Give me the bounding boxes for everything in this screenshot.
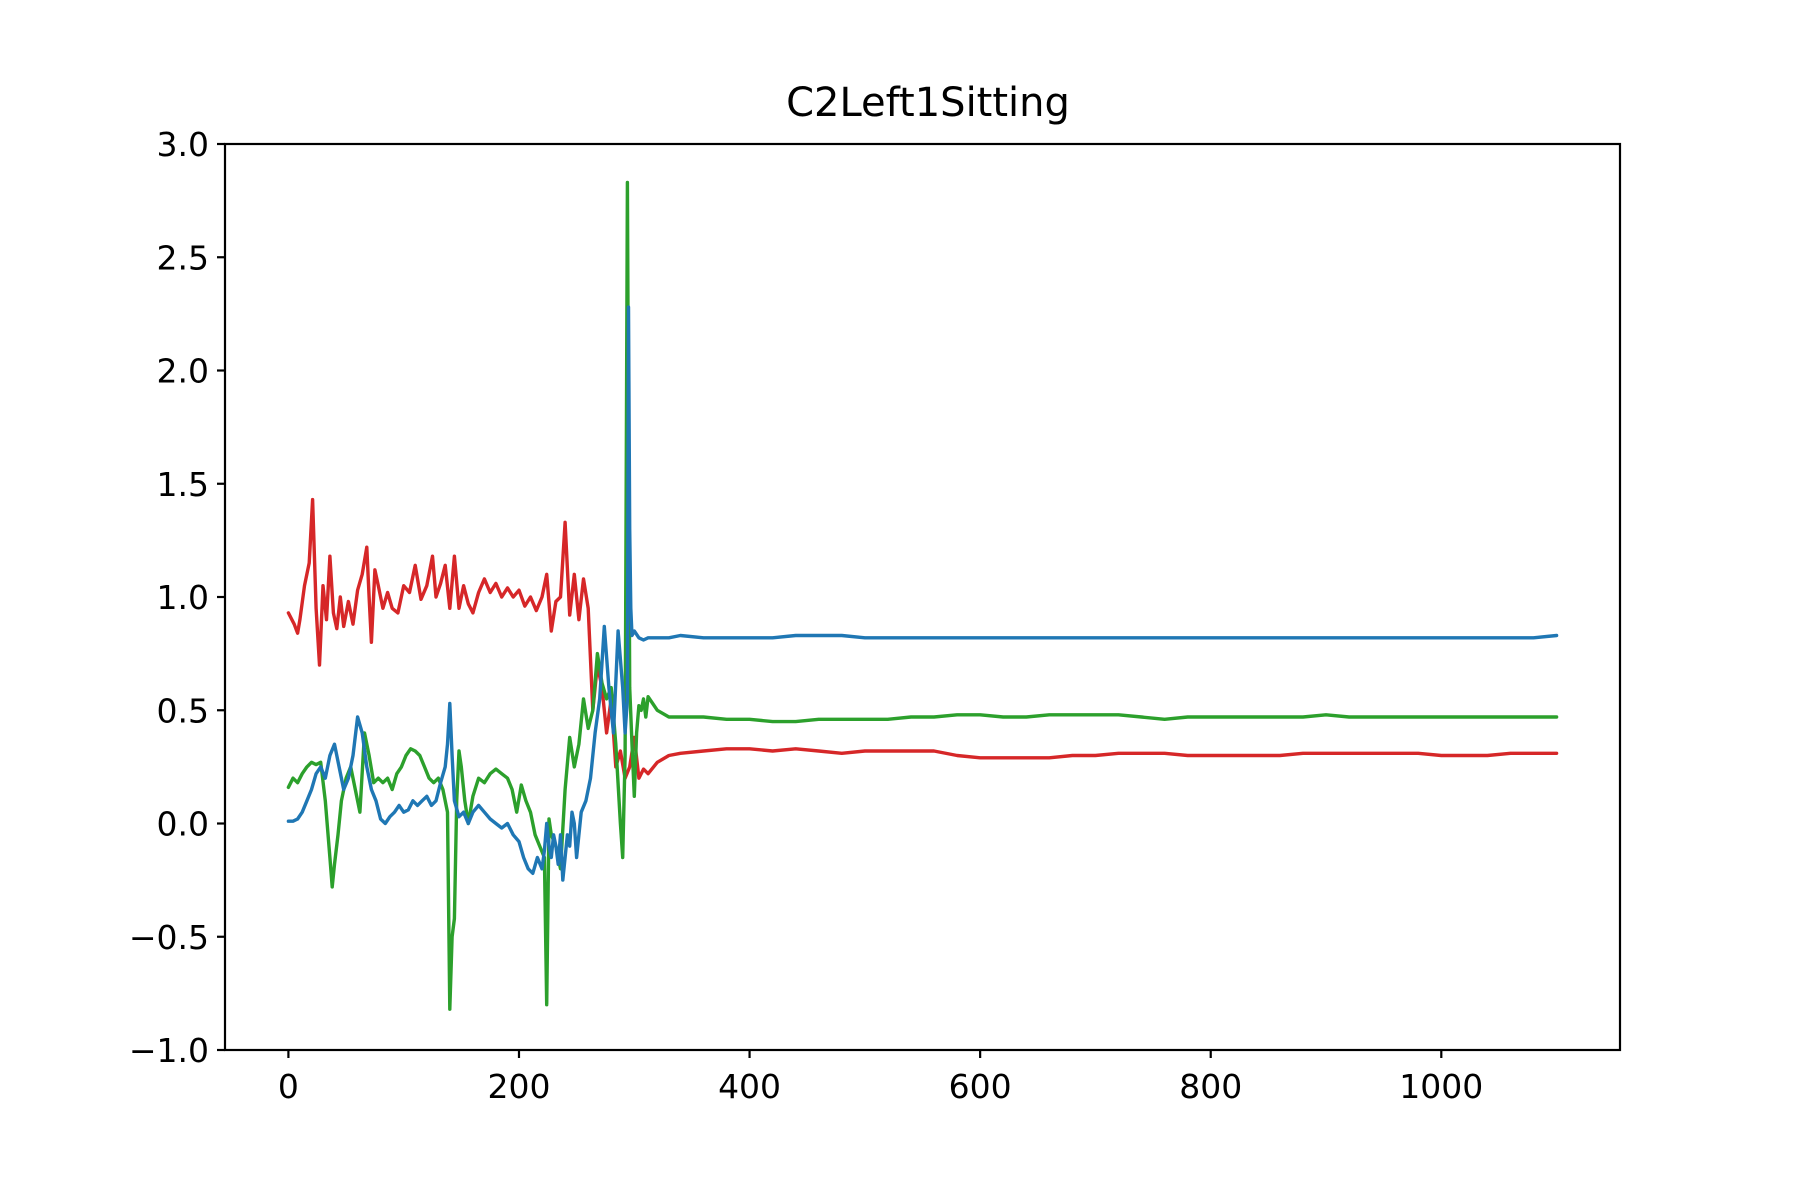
y-axis: −1.0 −0.5 0.0 0.5 1.0 1.5 2.0 2.5 3.0: [129, 125, 225, 1070]
y-tick-label: 1.0: [157, 578, 209, 617]
plot-frame: [223, 142, 1622, 1052]
y-tick-label: 1.5: [157, 465, 209, 504]
x-tick-label: 400: [718, 1067, 781, 1106]
series-line-3: [286, 305, 1559, 882]
y-tick-label: −1.0: [129, 1031, 209, 1070]
x-tick-label: 800: [1179, 1067, 1242, 1106]
y-tick-label: 3.0: [157, 125, 209, 164]
y-tick-label: −0.5: [129, 918, 209, 957]
y-tick-label: 0.0: [157, 805, 209, 844]
chart-title: C2Left1Sitting: [786, 80, 1070, 126]
series-line-2: [286, 180, 1559, 1011]
plot-series: [286, 180, 1559, 1011]
x-tick-label: 600: [949, 1067, 1012, 1106]
x-tick-label: 0: [278, 1067, 299, 1106]
y-tick-label: 0.5: [157, 691, 209, 730]
x-axis: 0 200 400 600 800 1000: [278, 1050, 1483, 1106]
x-tick-label: 200: [487, 1067, 550, 1106]
y-tick-label: 2.0: [157, 352, 209, 391]
series-line-1: [286, 497, 1559, 780]
y-tick-label: 2.5: [157, 238, 209, 277]
x-tick-label: 1000: [1399, 1067, 1483, 1106]
